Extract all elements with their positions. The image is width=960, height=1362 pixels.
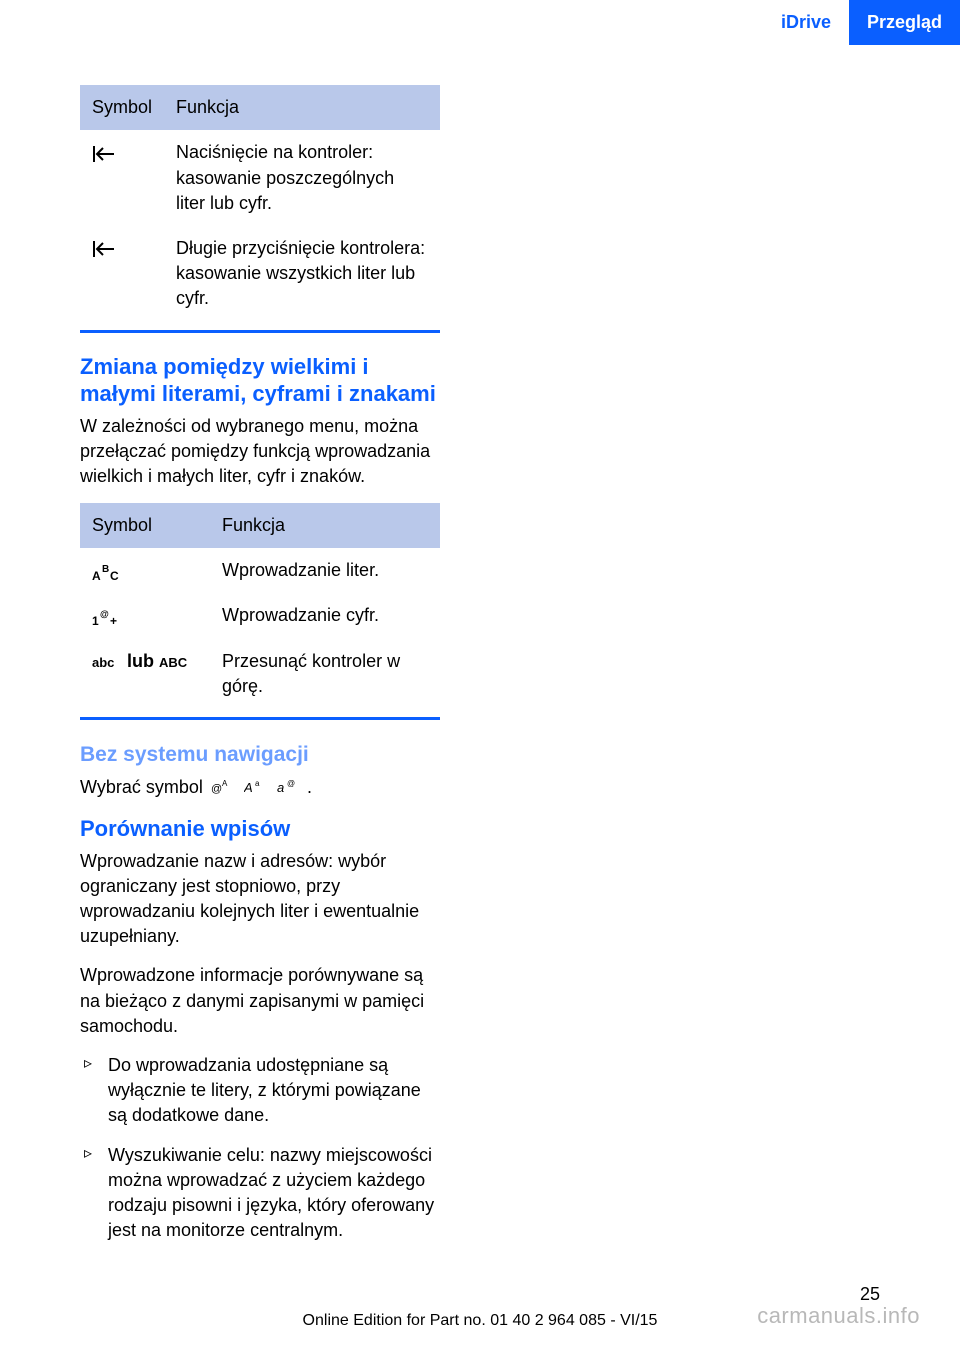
- t2-header-funkcja: Funkcja: [210, 503, 440, 548]
- svg-text:A: A: [244, 780, 253, 794]
- svg-text:@: @: [100, 609, 109, 619]
- symbol-aa3-icon: a @: [277, 776, 299, 801]
- svg-text:A: A: [92, 569, 101, 582]
- t1-row2-desc: Długie przyciśnięcie kontrolera: kasowan…: [164, 226, 440, 322]
- heading-case-switch: Zmiana pomiędzy wielkimi i małymi litera…: [80, 353, 440, 408]
- list-item: Wyszukiwanie celu: nazwy miejscowości mo…: [80, 1143, 440, 1244]
- svg-text:A: A: [222, 779, 228, 788]
- t2-row1-desc: Wprowadzanie liter.: [210, 548, 440, 593]
- t2-row2-desc: Wprowadzanie cyfr.: [210, 593, 440, 638]
- header-tabs: iDrive Przegląd: [0, 0, 960, 45]
- t1-header-symbol: Symbol: [80, 85, 164, 130]
- svg-text:@: @: [211, 783, 222, 794]
- heading-no-nav: Bez systemu nawigacji: [80, 740, 440, 769]
- section3-list: Do wprowadzania udostępniane są wyłączni…: [80, 1053, 440, 1243]
- svg-text:@: @: [287, 779, 295, 788]
- table-row: abc lub ABC Przesunąć kontroler w górę.: [80, 639, 440, 709]
- back-arrow-icon: [80, 226, 164, 322]
- back-arrow-icon: [80, 130, 164, 226]
- tab-idrive: iDrive: [763, 0, 849, 45]
- t2-row3-desc: Przesunąć kontroler w górę.: [210, 639, 440, 709]
- section2-suffix: .: [307, 777, 312, 797]
- svg-text:a: a: [277, 780, 284, 794]
- svg-text:C: C: [110, 569, 119, 582]
- table-row: Naciśnięcie na kontroler: kasowanie posz…: [80, 130, 440, 226]
- heading-compare: Porównanie wpisów: [80, 815, 440, 843]
- list-item: Do wprowadzania udostępniane są wyłączni…: [80, 1053, 440, 1129]
- symbol-aa2-icon: A a: [244, 776, 266, 801]
- svg-text:abc: abc: [92, 655, 114, 670]
- watermark: carmanuals.info: [757, 1301, 920, 1332]
- t1-header-funkcja: Funkcja: [164, 85, 440, 130]
- main-content: Symbol Funkcja Naciśnięcie na kontroler:…: [0, 45, 520, 1243]
- svg-text:+: +: [110, 614, 117, 627]
- section1-body: W zależności od wybranego menu, można pr…: [80, 414, 440, 490]
- table-divider: [80, 717, 440, 720]
- table-divider: [80, 330, 440, 333]
- abc-toggle-icon: abc lub ABC: [80, 639, 210, 709]
- section3-p1: Wprowadzanie nazw i adresów: wybór ogran…: [80, 849, 440, 950]
- svg-text:a: a: [255, 779, 260, 788]
- svg-text:B: B: [102, 564, 109, 575]
- table-row: A B C Wprowadzanie liter.: [80, 548, 440, 593]
- symbol-aa-icon: @ A: [211, 776, 233, 801]
- svg-text:ABC: ABC: [159, 655, 188, 670]
- symbol-table-1: Symbol Funkcja Naciśnięcie na kontroler:…: [80, 85, 440, 321]
- section3-p2: Wprowadzone informacje porównywane są na…: [80, 963, 440, 1039]
- t1-row1-desc: Naciśnięcie na kontroler: kasowanie posz…: [164, 130, 440, 226]
- svg-text:1: 1: [92, 614, 99, 627]
- tab-przeglad: Przegląd: [849, 0, 960, 45]
- t2-header-symbol: Symbol: [80, 503, 210, 548]
- table-row: 1 @ + Wprowadzanie cyfr.: [80, 593, 440, 638]
- t2-row3-mid: lub: [127, 651, 154, 671]
- section2-prefix: Wybrać symbol: [80, 777, 203, 797]
- table-row: Długie przyciśnięcie kontrolera: kasowan…: [80, 226, 440, 322]
- abc-letters-icon: A B C: [80, 548, 210, 593]
- section2-body: Wybrać symbol @ A A a a @ .: [80, 775, 440, 801]
- symbol-table-2: Symbol Funkcja A B C Wprowadzanie liter.…: [80, 503, 440, 709]
- numbers-icon: 1 @ +: [80, 593, 210, 638]
